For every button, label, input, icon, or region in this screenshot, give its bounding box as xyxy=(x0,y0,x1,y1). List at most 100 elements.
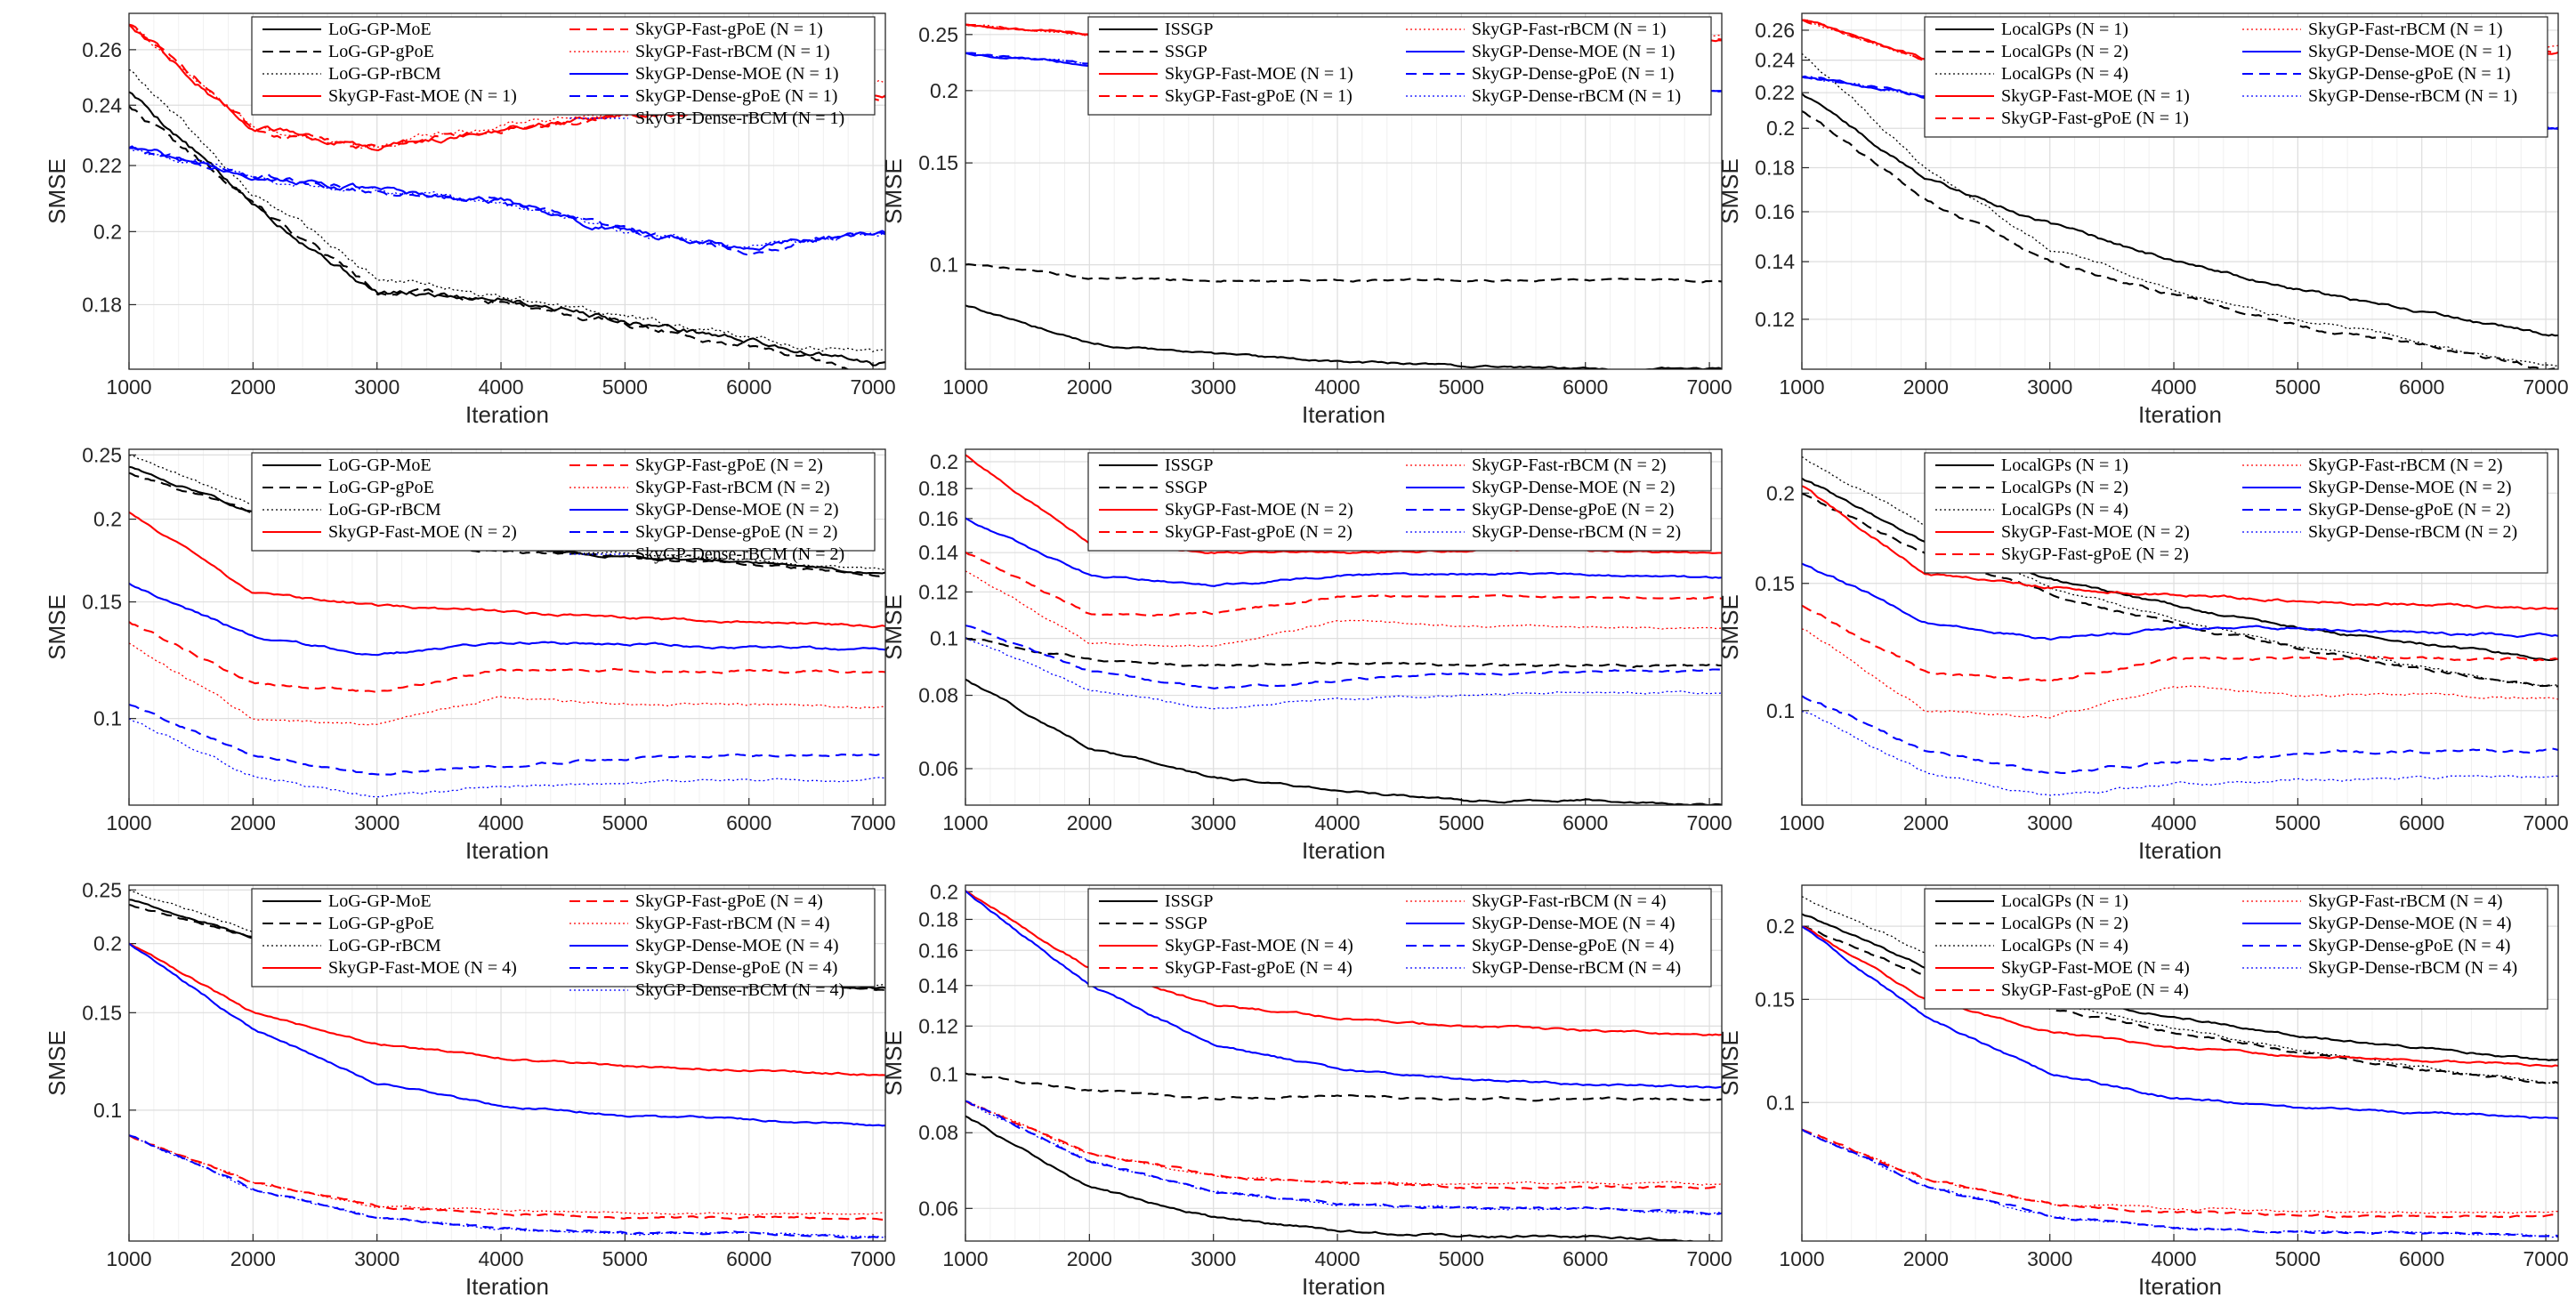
x-tick-label: 2000 xyxy=(1067,1247,1112,1270)
axes-box xyxy=(965,884,1723,1242)
panel-r2c3: 1000 2000 3000 4000 5000 6000 7000 0.1 0.15 0.2 It… xyxy=(1716,448,2569,864)
axes-box xyxy=(1801,448,2559,806)
x-axis-label: Iteration xyxy=(2138,401,2222,428)
series-line xyxy=(1802,710,2558,796)
panel-r1c3: 1000 2000 3000 4000 5000 6000 7000 0.12 0.14 0.16… xyxy=(1716,12,2569,428)
series-line xyxy=(965,1100,1722,1186)
x-tick-label: 1000 xyxy=(106,375,151,399)
x-tick-label: 7000 xyxy=(850,375,895,399)
y-tick-label: 0.2 xyxy=(930,450,958,473)
legend-label: SSGP xyxy=(1165,478,1207,497)
x-tick-label: 7000 xyxy=(1686,1247,1732,1270)
legend-label: LoG-GP-gPoE xyxy=(328,478,434,497)
y-tick-label: 0.24 xyxy=(1755,49,1795,72)
series-line xyxy=(129,621,885,693)
y-tick-label: 0.1 xyxy=(93,1099,122,1122)
y-tick-label: 0.16 xyxy=(918,939,958,962)
x-tick-label: 4000 xyxy=(2151,811,2196,834)
panel-r3c1: 1000 2000 3000 4000 5000 6000 7000 0.1 0.15 0.2 0.… xyxy=(44,878,896,1300)
x-tick-label: 2000 xyxy=(1903,1247,1949,1270)
x-tick-label: 5000 xyxy=(602,375,648,399)
legend-box xyxy=(1924,888,2548,1010)
y-tick-label: 0.12 xyxy=(918,580,958,603)
series-line xyxy=(129,147,885,248)
x-tick-label: 5000 xyxy=(2275,1247,2321,1270)
legend: LoG-GP-MoE LoG-GP-gPoE LoG-GP-rBCM SkyGP-Fa… xyxy=(251,888,876,1000)
y-tick-label: 0.12 xyxy=(1755,308,1795,331)
x-tick-label: 7000 xyxy=(2523,811,2568,834)
legend-label: SkyGP-Fast-gPoE (N = 2) xyxy=(635,455,823,475)
axes-box xyxy=(128,448,886,806)
y-tick-label: 0.22 xyxy=(1755,81,1795,104)
x-tick-label: 3000 xyxy=(354,811,400,834)
x-axis-label: Iteration xyxy=(465,401,549,428)
legend-label: SkyGP-Fast-MOE (N = 2) xyxy=(1165,500,1353,520)
panel-r1c2: 1000 2000 3000 4000 5000 6000 7000 0.1 0.15 0.2 0.… xyxy=(880,12,1732,428)
legend-label: LoG-GP-MoE xyxy=(328,891,432,911)
x-tick-label: 1000 xyxy=(942,1247,988,1270)
series-line xyxy=(1802,455,2558,688)
legend-label: SkyGP-Fast-gPoE (N = 1) xyxy=(1165,86,1353,106)
legend-label: SkyGP-Dense-rBCM (N = 2) xyxy=(635,544,844,564)
y-axis-label: SMSE xyxy=(1716,158,1743,224)
y-tick-label: 0.14 xyxy=(918,974,958,997)
x-tick-label: 3000 xyxy=(2027,375,2072,399)
x-tick-label: 5000 xyxy=(602,1247,648,1270)
series-line xyxy=(965,637,1722,710)
y-tick-label: 0.15 xyxy=(82,1001,122,1024)
y-tick-label: 0.1 xyxy=(930,254,958,277)
y-tick-label: 0.22 xyxy=(82,154,122,177)
legend-box xyxy=(1924,452,2548,574)
y-axis-label: SMSE xyxy=(44,1030,70,1096)
legend-label: SkyGP-Dense-MOE (N = 1) xyxy=(635,64,838,84)
legend-label: SkyGP-Dense-rBCM (N = 1) xyxy=(1472,86,1681,106)
legend-label: SkyGP-Dense-gPoE (N = 4) xyxy=(2308,936,2510,955)
x-tick-label: 3000 xyxy=(354,1247,400,1270)
series-line xyxy=(965,678,1722,805)
legend-label: SkyGP-Fast-rBCM (N = 4) xyxy=(2308,891,2503,911)
legend-box xyxy=(1087,888,1712,988)
x-tick-label: 3000 xyxy=(2027,1247,2072,1270)
y-tick-label: 0.18 xyxy=(918,907,958,931)
legend-label: SkyGP-Dense-rBCM (N = 4) xyxy=(2308,958,2517,978)
legend-label: SkyGP-Dense-gPoE (N = 1) xyxy=(635,86,837,106)
legend-label: SkyGP-Dense-MOE (N = 4) xyxy=(2308,914,2511,933)
x-tick-label: 4000 xyxy=(2151,375,2196,399)
x-tick-label: 3000 xyxy=(354,375,400,399)
y-axis-label: SMSE xyxy=(1716,594,1743,660)
x-tick-label: 1000 xyxy=(106,811,151,834)
x-tick-label: 6000 xyxy=(1563,811,1608,834)
x-tick-label: 4000 xyxy=(478,1247,523,1270)
legend-box xyxy=(251,16,876,116)
series-line xyxy=(965,637,1722,669)
y-axis-label: SMSE xyxy=(44,594,70,660)
legend-label: ISSGP xyxy=(1165,20,1213,39)
legend-label: LocalGPs (N = 2) xyxy=(2001,914,2128,933)
series-line xyxy=(1802,925,2558,1119)
x-tick-label: 7000 xyxy=(850,1247,895,1270)
panel-r1c1: 1000 2000 3000 4000 5000 6000 7000 0.18 0.2 0.22 0… xyxy=(44,12,896,428)
legend-label: SkyGP-Dense-gPoE (N = 1) xyxy=(1472,64,1674,84)
y-axis-label: SMSE xyxy=(880,594,907,660)
y-axis-label: SMSE xyxy=(1716,1030,1743,1096)
y-tick-label: 0.1 xyxy=(93,707,122,730)
legend-label: SSGP xyxy=(1165,42,1207,61)
x-axis-label: Iteration xyxy=(1302,1273,1385,1300)
legend-label: LoG-GP-gPoE xyxy=(328,914,434,933)
y-tick-label: 0.25 xyxy=(82,878,122,901)
series-line xyxy=(1802,52,2558,367)
y-tick-label: 0.2 xyxy=(930,79,958,102)
series-line xyxy=(965,517,1722,587)
legend-label: SkyGP-Fast-gPoE (N = 4) xyxy=(635,891,823,911)
axes-box xyxy=(1801,884,2559,1242)
series-line xyxy=(129,147,885,256)
legend-box xyxy=(251,888,876,988)
series-line xyxy=(129,69,885,352)
legend-label: SkyGP-Fast-gPoE (N = 1) xyxy=(635,20,823,39)
legend-box xyxy=(1924,16,2548,138)
x-tick-label: 5000 xyxy=(1439,375,1484,399)
x-tick-label: 3000 xyxy=(2027,811,2072,834)
x-axis-label: Iteration xyxy=(465,1273,549,1300)
legend-label: SkyGP-Fast-MOE (N = 4) xyxy=(2001,958,2190,978)
